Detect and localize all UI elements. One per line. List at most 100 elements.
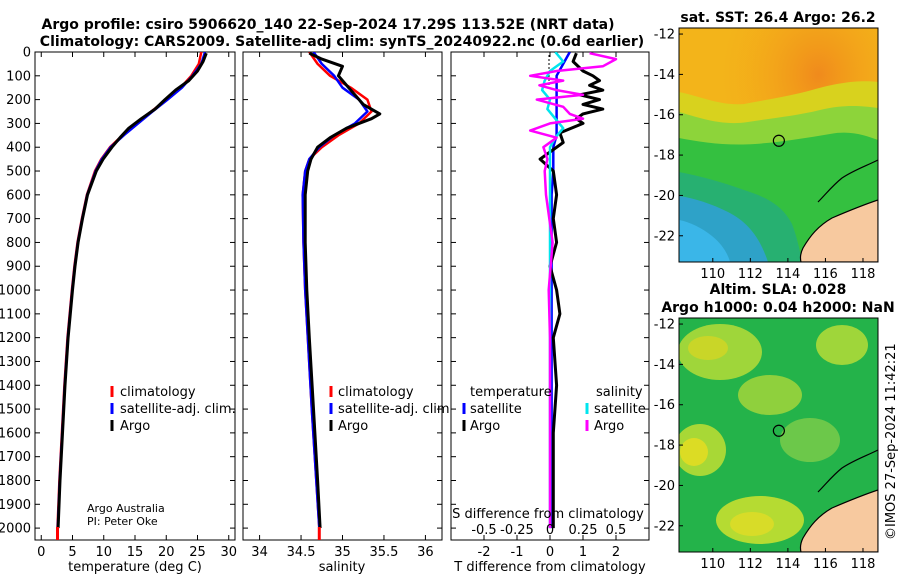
depth-tick-label: 1100 — [0, 307, 31, 322]
difference-lines — [528, 52, 618, 529]
latitude-tick-label: -14 — [654, 68, 675, 83]
sla-map: Altim. SLA: 0.028 Argo h1000: 0.04 h2000… — [654, 282, 895, 572]
legend-climatology: climatology — [120, 385, 196, 400]
x-tick-label: 2 — [612, 545, 620, 560]
figure-title-line2: Climatology: CARS2009. Satellite-adj cli… — [40, 34, 644, 50]
sst-longitude-ticks: 110 112 114 116 118 — [700, 258, 875, 282]
x-tick-label: 34 — [251, 545, 268, 560]
depth-tick-label: 1200 — [0, 331, 31, 346]
depth-tick-label: 1900 — [0, 498, 31, 513]
depth-tick-label: 2000 — [0, 522, 31, 537]
sla-anomaly-patch — [680, 438, 708, 466]
x-tick-label: 36 — [417, 545, 434, 560]
salinity-ticks: 34 34.5 35 35.5 36 — [251, 52, 434, 560]
s-tick-label: 0.25 — [569, 523, 598, 538]
depth-tick-label: 400 — [6, 141, 31, 156]
x-tick-label: 34.5 — [287, 545, 316, 560]
x-tick-label: 0 — [37, 545, 45, 560]
credit-line1: Argo Australia — [87, 502, 165, 515]
latitude-tick-label: -12 — [654, 28, 675, 43]
sla-map-frame — [678, 317, 879, 553]
difference-panel: -2 -1 0 1 2 temperature satellite Argo salin… — [450, 51, 650, 575]
temperature-lines — [56, 52, 208, 540]
latitude-tick-label: -22 — [654, 229, 675, 244]
legend-s-satellite: satellite — [594, 402, 646, 417]
x-tick-label: 35.5 — [369, 545, 398, 560]
x-tick-label: 0 — [546, 545, 554, 560]
series-line-argo — [56, 52, 208, 529]
temperature-legend: climatology satellite-adj. clim. Argo — [110, 385, 236, 434]
sst-map-field — [679, 28, 878, 262]
legend-salinity-heading: salinity — [596, 385, 643, 400]
longitude-tick-label: 112 — [738, 557, 763, 572]
longitude-tick-label: 110 — [700, 267, 725, 282]
longitude-tick-label: 116 — [813, 557, 838, 572]
x-tick-label: 10 — [95, 545, 112, 560]
depth-tick-label: 1700 — [0, 450, 31, 465]
legend-argo: Argo — [338, 419, 368, 434]
longitude-tick-label: 118 — [851, 557, 876, 572]
figure-title-line1: Argo profile: csiro 5906620_140 22-Sep-2… — [42, 17, 615, 33]
longitude-tick-label: 114 — [775, 267, 800, 282]
s-tick-label: -0.5 — [471, 523, 496, 538]
sla-anomaly-patch — [780, 418, 840, 462]
sla-latitude-ticks: -12 -14 -16 -18 -20 -22 — [654, 318, 683, 534]
x-tick-label: 20 — [158, 545, 175, 560]
difference-legend: temperature satellite Argo salinity sate… — [462, 385, 646, 434]
s-difference-ticks: -0.5 -0.25 0 0.25 0.5 — [471, 523, 626, 538]
legend-argo: Argo — [120, 419, 150, 434]
depth-tick-label: 300 — [6, 117, 31, 132]
longitude-tick-label: 112 — [738, 267, 763, 282]
s-tick-label: 0.5 — [606, 523, 627, 538]
salinity-axes-box — [242, 51, 443, 541]
latitude-tick-label: -12 — [654, 318, 675, 333]
latitude-tick-label: -14 — [654, 358, 675, 373]
sst-map: sat. SST: 26.4 Argo: 26.2 110 112 114 116 11… — [654, 10, 879, 282]
depth-tick-label: 800 — [6, 236, 31, 251]
t-difference-label: T difference from climatology — [453, 560, 646, 575]
x-tick-label: -1 — [511, 545, 524, 560]
sla-map-title-line1: Altim. SLA: 0.028 — [710, 282, 847, 298]
longitude-tick-label: 110 — [700, 557, 725, 572]
depth-tick-label: 900 — [6, 260, 31, 275]
x-tick-label: 1 — [579, 545, 587, 560]
legend-temperature-heading: temperature — [470, 385, 552, 400]
s-tick-label: -0.25 — [500, 523, 534, 538]
longitude-tick-label: 116 — [813, 267, 838, 282]
salinity-panel: 34 34.5 35 35.5 36 salinity climatology sate… — [242, 51, 454, 575]
sst-coast-offshore — [817, 159, 878, 203]
depth-ticks: 0 100 200 300 400 500 600 700 800 900 1000 1100 1200… — [0, 46, 235, 537]
depth-tick-label: 1500 — [0, 403, 31, 418]
latitude-tick-label: -20 — [654, 479, 675, 494]
sla-coast-offshore — [817, 449, 878, 493]
sla-longitude-ticks: 110 112 114 116 118 — [700, 548, 875, 572]
depth-tick-label: 1800 — [0, 474, 31, 489]
depth-tick-label: 1600 — [0, 426, 31, 441]
s-tick-label: 0 — [546, 523, 554, 538]
latitude-tick-label: -18 — [654, 149, 675, 164]
longitude-tick-label: 118 — [851, 267, 876, 282]
argo-position-marker — [772, 424, 785, 437]
legend-t-argo: Argo — [470, 419, 500, 434]
temperature-axes-box — [34, 51, 236, 541]
legend-climatology: climatology — [338, 385, 414, 400]
sst-map-frame — [678, 27, 879, 263]
argo-position-marker — [772, 134, 785, 147]
series-line-argo — [303, 52, 382, 529]
credit-line2: PI: Peter Oke — [87, 515, 158, 528]
sst-land — [799, 199, 878, 262]
difference-ticks: -2 -1 0 1 2 — [478, 52, 620, 560]
sst-latitude-ticks: -12 -14 -16 -18 -20 -22 — [654, 28, 683, 244]
sst-blue-patch — [679, 220, 730, 262]
series-line-s-argo — [528, 52, 618, 529]
legend-satellite: satellite-adj. clim. — [338, 402, 454, 417]
legend-t-satellite: satellite — [470, 402, 522, 417]
sla-map-field — [679, 318, 878, 552]
x-tick-label: 5 — [68, 545, 76, 560]
s-difference-label: S difference from climatology — [452, 507, 644, 522]
depth-tick-label: 700 — [6, 212, 31, 227]
depth-tick-label: 600 — [6, 188, 31, 203]
x-tick-label: 30 — [220, 545, 237, 560]
sst-map-title: sat. SST: 26.4 Argo: 26.2 — [680, 10, 875, 26]
